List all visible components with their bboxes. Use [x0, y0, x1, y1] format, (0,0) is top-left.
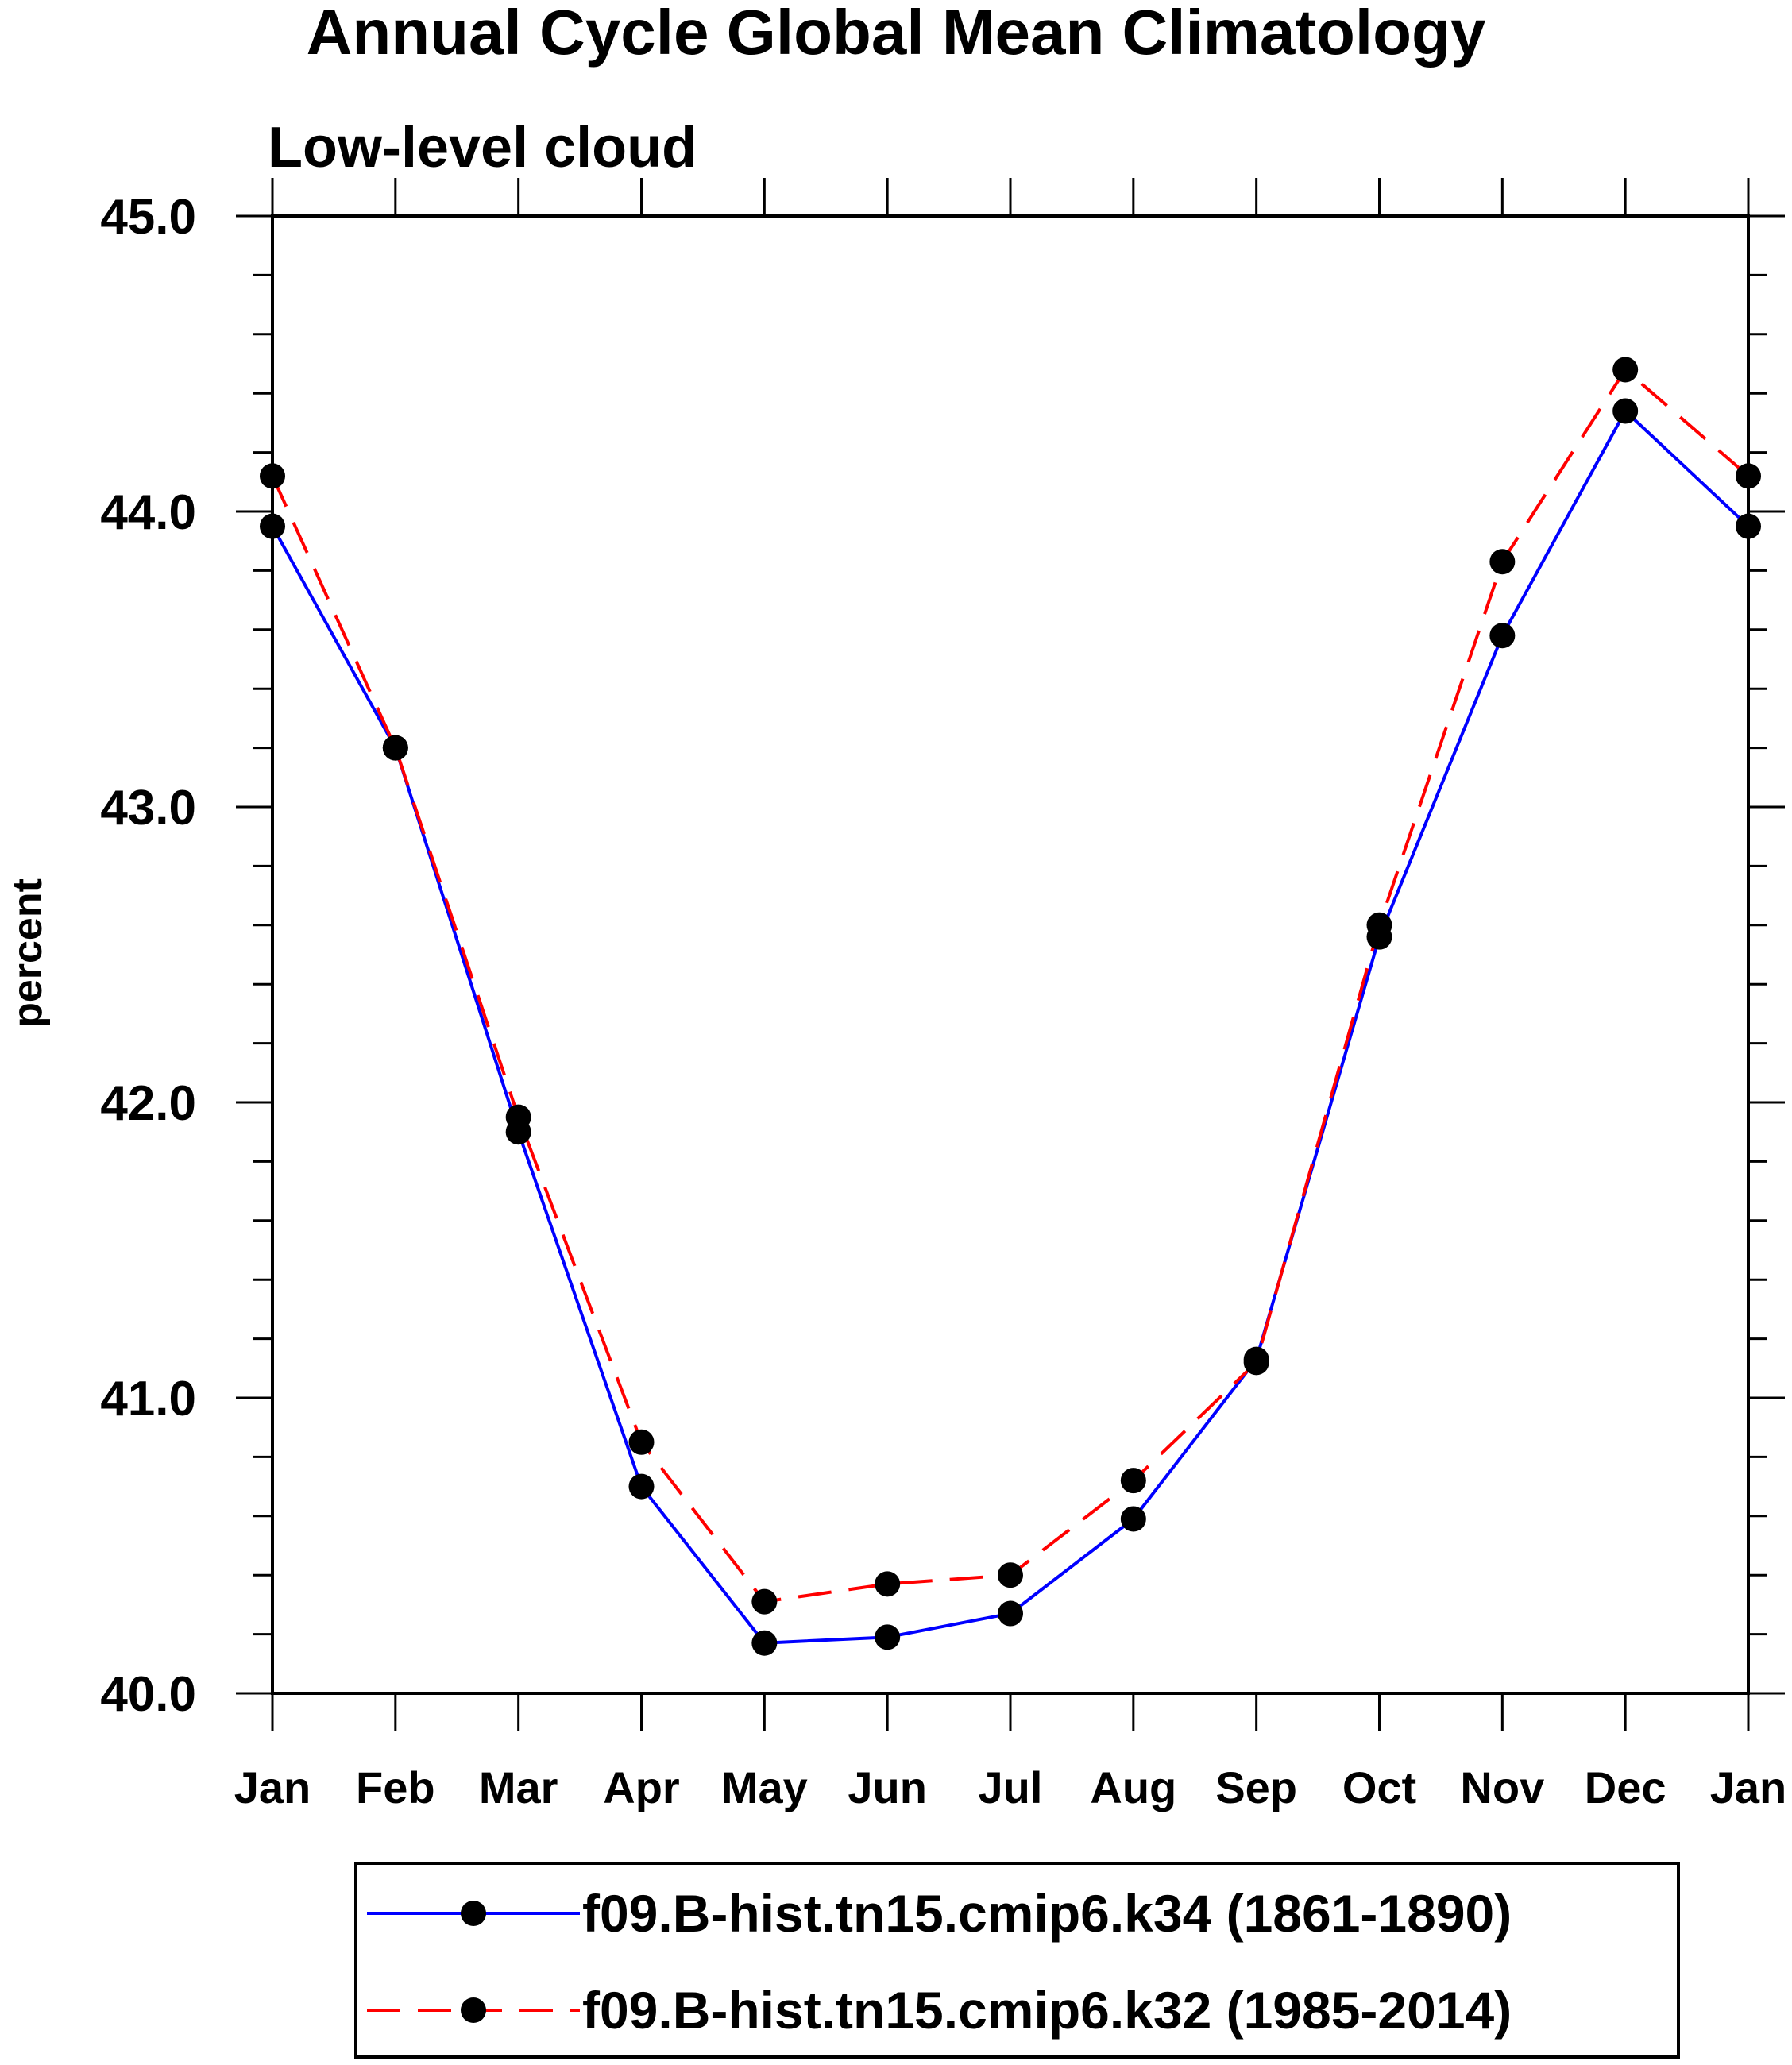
y-tick-label: 44.0 [100, 485, 196, 540]
y-axis-label: percent [5, 878, 51, 1028]
series-2-marker [1489, 549, 1516, 575]
x-tick-label: Jun [848, 1762, 927, 1812]
legend-label-1: f09.B-hist.tn15.cmip6.k34 (1861-1890) [582, 1884, 1512, 1943]
series-1-marker [875, 1624, 901, 1650]
series-1-marker [751, 1630, 778, 1656]
x-tick-labels: Jan Feb Mar Apr May Jun Jul Aug Sep Oct Nov Dec Jan [234, 1762, 1787, 1812]
x-tick-label: Mar [479, 1762, 558, 1812]
series-1-marker [1612, 398, 1639, 424]
series-1-marker [998, 1600, 1023, 1627]
legend-marker-1 [461, 1901, 486, 1926]
series-1-marker [1120, 1506, 1146, 1532]
series-2-marker [260, 463, 285, 489]
series-2-marker [1243, 1349, 1269, 1376]
x-tick-label: Aug [1090, 1762, 1176, 1812]
x-tick-label: Dec [1585, 1762, 1666, 1812]
series-2-marker [382, 735, 408, 761]
x-tick-label: Feb [356, 1762, 435, 1812]
x-tick-label: Apr [603, 1762, 679, 1812]
x-tick-label: Jan [1710, 1762, 1787, 1812]
legend-marker-2 [461, 1997, 486, 2023]
x-tick-label: May [721, 1762, 808, 1812]
x-tick-label: Jul [979, 1762, 1043, 1812]
series-2-marker [751, 1588, 778, 1615]
legend-entries: f09.B-hist.tn15.cmip6.k34 (1861-1890) f09… [367, 1884, 1512, 2040]
legend: f09.B-hist.tn15.cmip6.k34 (1861-1890) f09… [354, 1862, 1680, 2059]
chart-subtitle: Low-level cloud [268, 116, 697, 179]
series-2-marker [998, 1562, 1023, 1588]
series-2-marker [628, 1429, 655, 1455]
series-2-marker [875, 1571, 901, 1597]
y-tick-labels: 40.0 41.0 42.0 43.0 44.0 45.0 [100, 190, 196, 1722]
series-2-marker [1612, 357, 1639, 383]
x-tick-label: Oct [1342, 1762, 1416, 1812]
series-1-marker [1489, 623, 1516, 649]
legend-label-2: f09.B-hist.tn15.cmip6.k32 (1985-2014) [582, 1981, 1512, 2040]
series-2-marker [1120, 1468, 1146, 1494]
series-1-marker [260, 513, 285, 539]
chart-title: Annual Cycle Global Mean Climatology [307, 0, 1486, 68]
x-tick-label: Sep [1215, 1762, 1297, 1812]
series-2-marker [1366, 912, 1392, 938]
y-tick-label: 42.0 [100, 1076, 196, 1131]
legend-box [354, 1862, 1680, 2059]
series-layer [260, 357, 1761, 1656]
series-1-marker [1736, 513, 1761, 539]
series-1-marker [628, 1473, 655, 1500]
series-line-1 [271, 409, 1750, 1645]
plot-frame [271, 214, 1750, 1695]
y-tick-label: 45.0 [100, 190, 196, 245]
y-tick-label: 43.0 [100, 781, 196, 836]
y-tick-label: 41.0 [100, 1372, 196, 1426]
y-tick-label: 40.0 [100, 1667, 196, 1722]
series-line-2 [271, 368, 1750, 1604]
x-tick-label: Jan [234, 1762, 311, 1812]
axis-ticks [236, 178, 1785, 1731]
series-2-marker [505, 1104, 531, 1130]
x-tick-label: Nov [1460, 1762, 1544, 1812]
series-2-marker [1736, 463, 1761, 489]
